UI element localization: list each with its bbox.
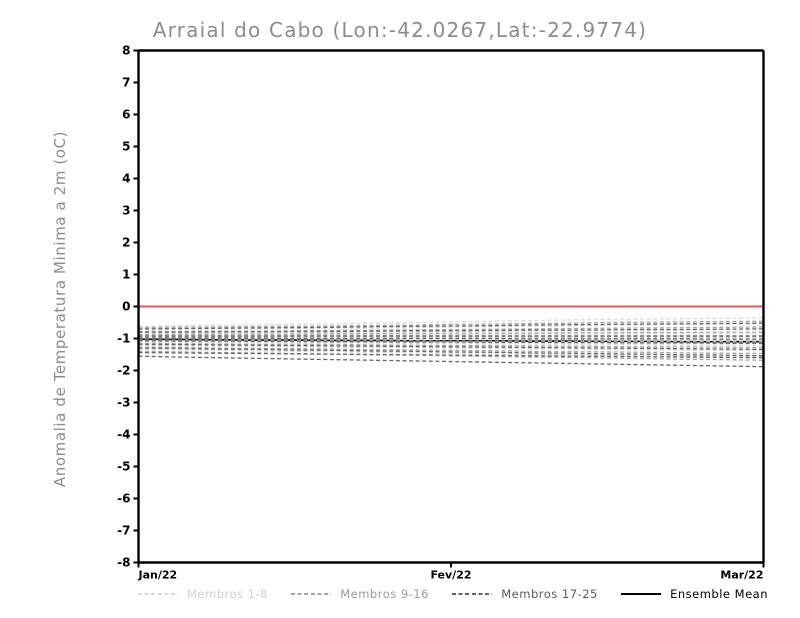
member-line (138, 326, 764, 333)
y-tick-label: -6 (117, 492, 130, 506)
legend-item: Membros 9-16 (291, 587, 429, 601)
chart-legend: Membros 1-8 Membros 9-16 Membros 17-25 Ense… (138, 585, 768, 603)
legend-label: Membros 9-16 (340, 587, 429, 601)
y-tick-label: -2 (117, 364, 130, 378)
member-line (138, 331, 764, 335)
y-tick-label: 0 (122, 300, 130, 314)
member-line (138, 347, 764, 357)
member-line (138, 322, 764, 330)
x-tick-label: Jan/22 (138, 569, 178, 582)
member-line (138, 317, 764, 327)
y-tick-label: -3 (117, 396, 130, 410)
y-tick-label: 3 (122, 204, 130, 218)
legend-line-swatch (452, 593, 493, 595)
x-tick-label: Fev/22 (430, 569, 471, 582)
member-line (138, 320, 764, 329)
legend-label: Ensemble Mean (670, 587, 768, 601)
y-tick-label: 1 (122, 268, 130, 282)
legend-item: Ensemble Mean (621, 587, 768, 601)
x-tick-label: Mar/22 (720, 569, 763, 582)
y-tick-label: 6 (122, 108, 130, 122)
legend-line-swatch (138, 593, 178, 595)
legend-item: Membros 17-25 (452, 587, 598, 601)
member-line (138, 344, 764, 352)
member-line (138, 343, 764, 351)
member-line (138, 323, 764, 331)
y-tick-label: -1 (117, 332, 130, 346)
y-tick-label: 8 (122, 44, 130, 58)
legend-label: Membros 17-25 (501, 587, 598, 601)
y-tick-label: 5 (122, 140, 130, 154)
member-line (138, 351, 764, 359)
y-tick-label: 2 (122, 236, 130, 250)
series-layer (138, 317, 764, 368)
y-tick-label: -5 (117, 460, 130, 474)
legend-line-swatch (291, 593, 332, 595)
legend-line-swatch (621, 592, 662, 596)
y-tick-label: -7 (117, 524, 130, 538)
y-tick-label: 7 (122, 76, 130, 90)
member-line (138, 339, 764, 343)
member-line (138, 348, 764, 358)
member-line (138, 340, 764, 344)
member-line (138, 355, 764, 368)
tick-labels-layer: 8 7 6 5 4 3 2 1 0 -1 -2 -3 -4 -5 -6 -7 -8 Jan/22 Fev/22 Mar… (117, 44, 765, 582)
member-line (138, 346, 764, 355)
member-line (138, 341, 764, 346)
member-line (138, 328, 764, 333)
member-line (138, 342, 764, 349)
legend-item: Membros 1-8 (138, 587, 268, 601)
member-line (138, 337, 764, 340)
legend-label: Membros 1-8 (187, 587, 268, 601)
member-line (138, 332, 764, 336)
y-tick-label: -8 (117, 556, 130, 570)
y-tick-label: 4 (122, 172, 130, 186)
y-tick-label: -4 (117, 428, 130, 442)
chart-title: Arraial do Cabo (Lon:-42.0267,Lat:-22.97… (152, 18, 648, 42)
